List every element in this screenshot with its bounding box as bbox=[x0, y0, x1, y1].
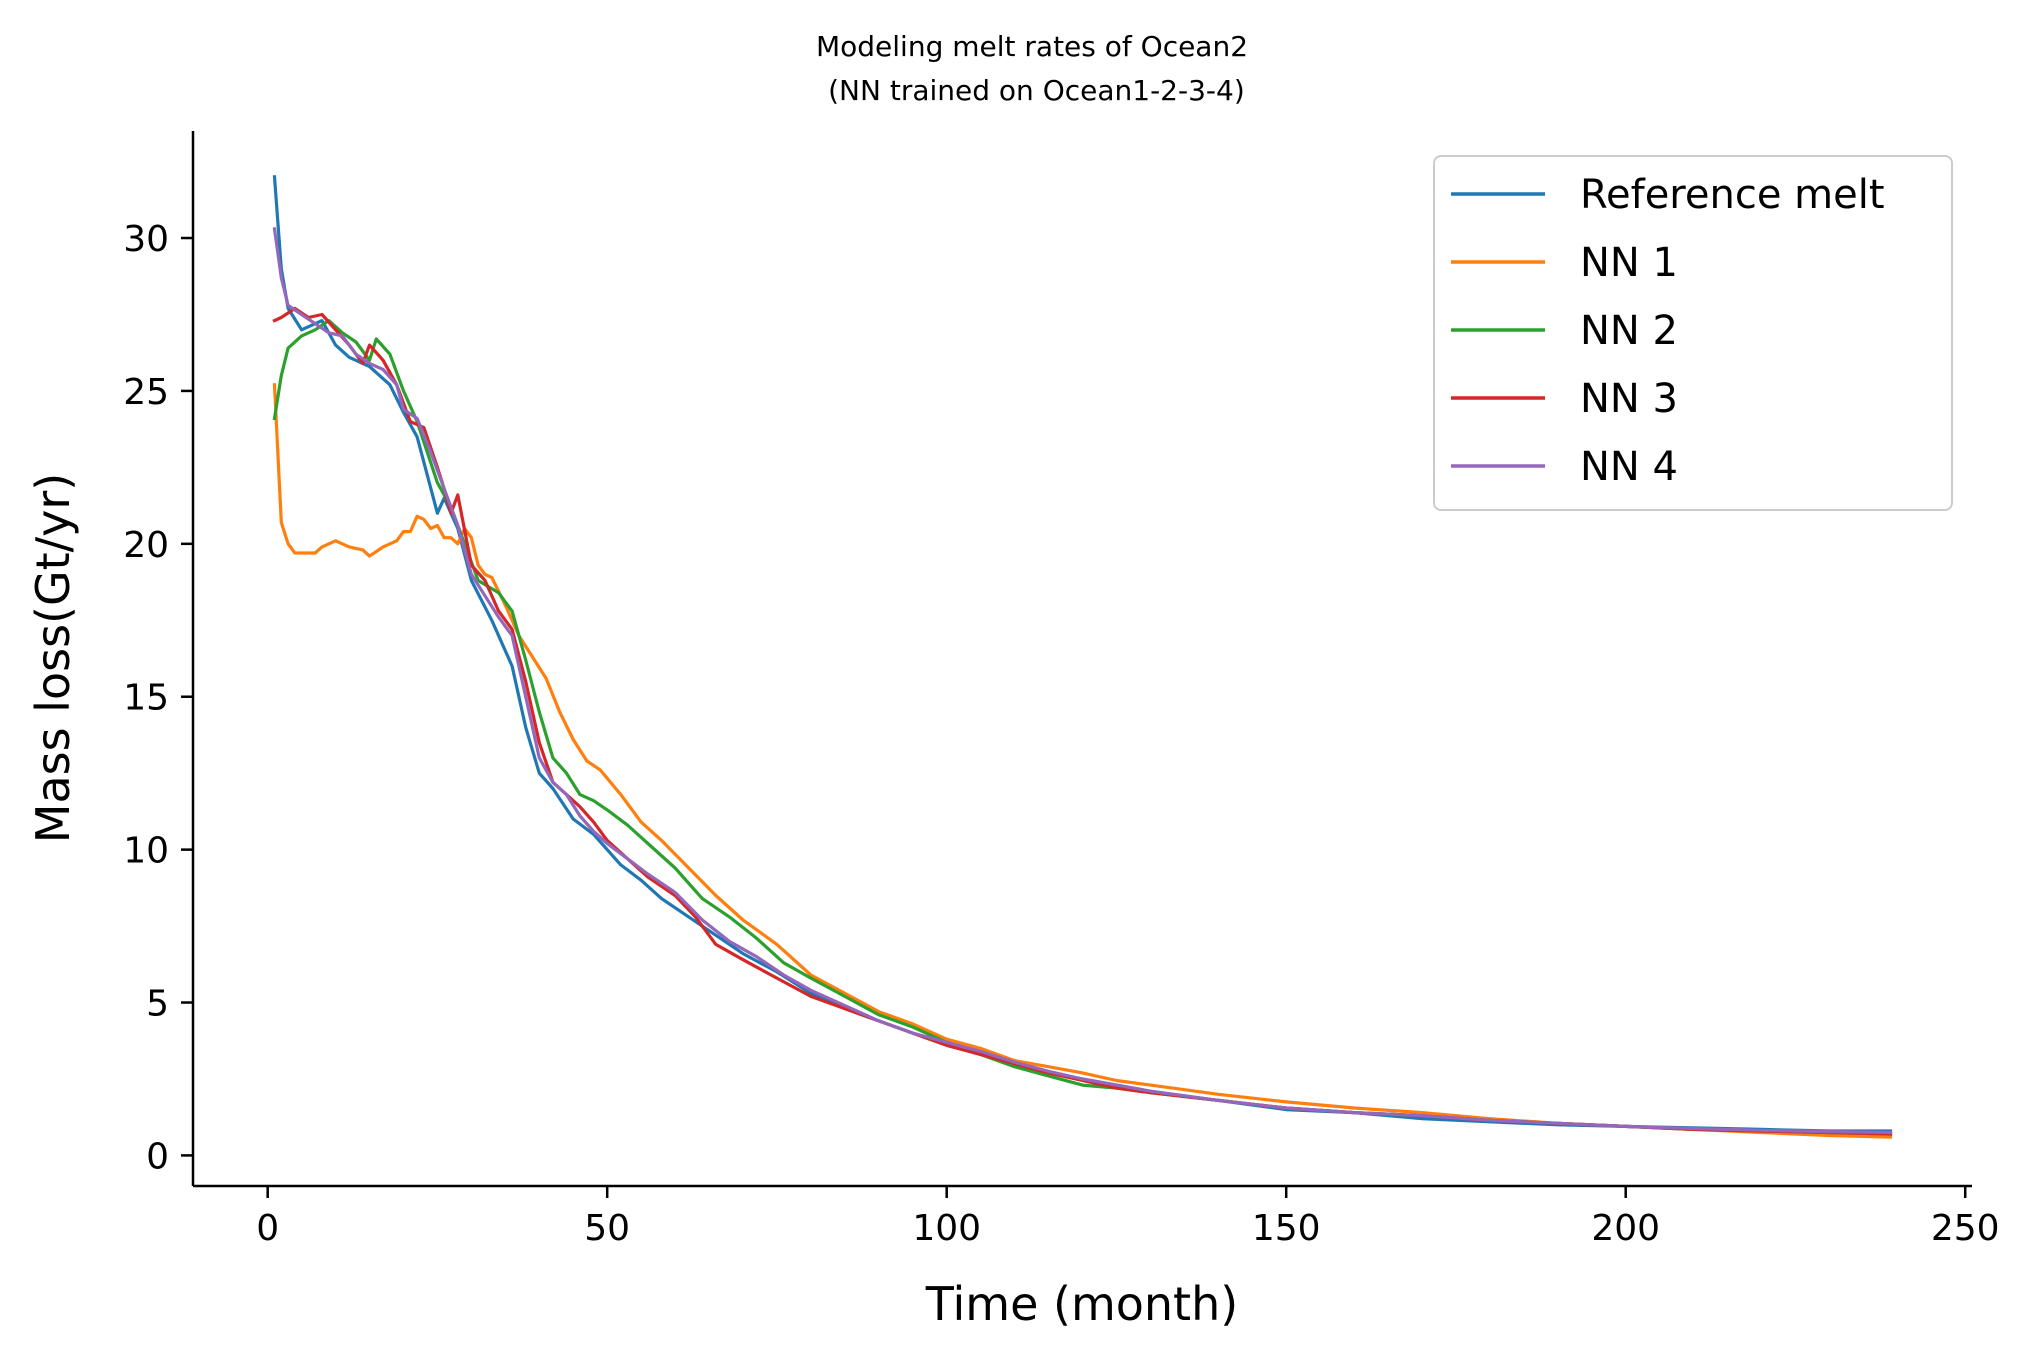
y-tick-label: 0 bbox=[146, 1136, 169, 1177]
legend-label: Reference melt bbox=[1580, 172, 1885, 218]
y-tick-label: 5 bbox=[146, 984, 169, 1025]
chart-title-line1: Modeling melt rates of Ocean2 bbox=[816, 30, 1248, 63]
y-tick-label: 25 bbox=[123, 372, 169, 413]
x-tick-label: 250 bbox=[1931, 1208, 2000, 1249]
legend-label: NN 4 bbox=[1580, 444, 1678, 490]
series-line-2 bbox=[272, 383, 1893, 1139]
y-tick-label: 30 bbox=[123, 219, 169, 260]
series-line-5 bbox=[272, 227, 1893, 1135]
legend-items: Reference melt NN 1 NN 2 NN 3 NN 4 bbox=[1451, 172, 1885, 490]
y-axis-label: Mass loss(Gt/yr) bbox=[26, 473, 80, 844]
legend-frame bbox=[1433, 155, 1953, 511]
legend: Reference melt NN 1 NN 2 NN 3 NN 4 bbox=[1433, 155, 1953, 511]
x-axis-label: Time (month) bbox=[925, 1277, 1238, 1331]
y-tick-label: 20 bbox=[123, 525, 169, 566]
series-layer bbox=[272, 175, 1893, 1139]
chart-title-line2: (NN trained on Ocean1-2-3-4) bbox=[819, 74, 1245, 107]
x-tick-label: 150 bbox=[1252, 1208, 1321, 1249]
x-tick-label: 200 bbox=[1591, 1208, 1660, 1249]
x-tick-label: 0 bbox=[256, 1208, 279, 1249]
y-tick-label: 10 bbox=[123, 831, 169, 872]
x-tick-label: 100 bbox=[912, 1208, 981, 1249]
legend-label: NN 1 bbox=[1580, 240, 1678, 286]
x-ticks: 0 50 100 150 200 250 bbox=[256, 1186, 2000, 1249]
y-tick-label: 15 bbox=[123, 678, 169, 719]
x-tick-label: 50 bbox=[584, 1208, 630, 1249]
legend-label: NN 3 bbox=[1580, 376, 1678, 422]
y-ticks: 0 5 10 15 20 25 30 bbox=[123, 219, 193, 1177]
legend-label: NN 2 bbox=[1580, 308, 1678, 354]
